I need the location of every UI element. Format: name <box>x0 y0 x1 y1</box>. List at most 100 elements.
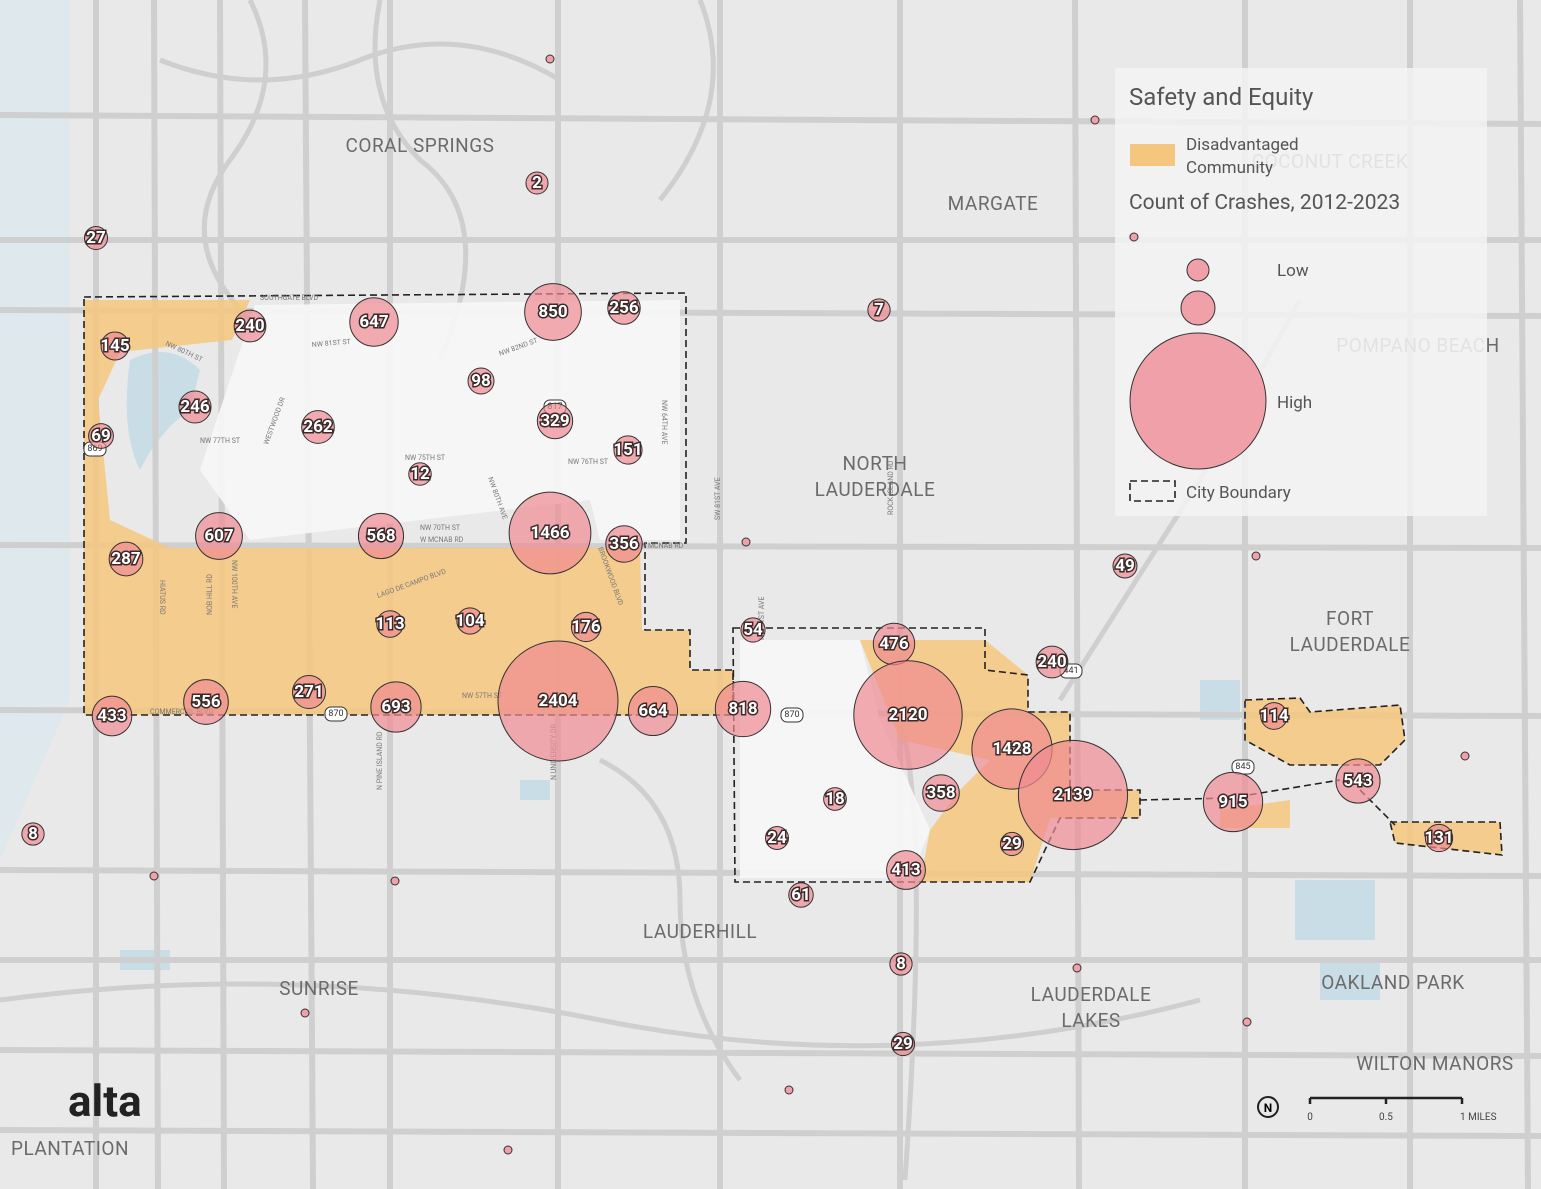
crash-circle <box>1035 645 1069 679</box>
crash-count: 271 <box>294 682 323 702</box>
scale-label: 1 MILES <box>1460 1112 1497 1123</box>
north-label: N <box>1264 1101 1272 1115</box>
road <box>201 0 269 322</box>
street-label: NW 76TH ST <box>568 458 609 466</box>
crash-dot <box>1242 1017 1252 1027</box>
place-label: LAKES <box>1061 1009 1120 1032</box>
legend-boundary <box>1129 480 1176 502</box>
crash-circle <box>233 309 267 343</box>
crash-count: 356 <box>609 534 639 554</box>
crash-dot <box>1072 963 1082 973</box>
crash-circle <box>525 171 549 195</box>
crash-count: 1466 <box>530 523 569 543</box>
crash-circle <box>714 680 772 738</box>
route-number: 845 <box>1235 762 1250 772</box>
street-label: COMMERCIAL BLVD <box>150 708 213 716</box>
crash-circle <box>1017 739 1129 851</box>
street-label: NW 64TH AVE <box>660 400 668 444</box>
place-label: NORTH <box>843 452 908 475</box>
crash-circle <box>497 640 619 762</box>
crash-count: 131 <box>1424 828 1453 848</box>
place-label: FORT <box>1326 607 1374 630</box>
crash-count: 176 <box>571 617 601 637</box>
scale-bar <box>1308 1096 1464 1104</box>
crash-circle <box>370 681 422 733</box>
crash-count: 1428 <box>992 739 1031 759</box>
crash-circle <box>922 774 960 812</box>
legend-circle <box>1129 332 1267 470</box>
legend-label: Low <box>1277 261 1309 281</box>
crash-count: 240 <box>1037 652 1066 672</box>
crash-circle <box>349 297 399 347</box>
crash-circle <box>889 952 913 976</box>
street-label: W MCNAB RD <box>420 536 464 544</box>
route-number: 870 <box>784 710 799 720</box>
crash-circle <box>456 607 484 635</box>
street-label: NW 100TH AVE <box>230 560 238 608</box>
route-number: 869 <box>87 444 102 454</box>
crash-count: 54 <box>743 620 763 640</box>
street-label: SOUTHGATE BLVD <box>260 294 318 302</box>
crash-count: 113 <box>375 614 404 634</box>
crash-count: 12 <box>410 464 430 484</box>
crash-count: 18 <box>825 789 845 809</box>
crash-circle <box>88 423 114 449</box>
crash-circle <box>627 685 679 737</box>
street-label: N PINE ISLAND RD <box>376 731 384 790</box>
crash-count: 476 <box>879 634 909 654</box>
crash-count: 29 <box>1002 834 1022 854</box>
crash-circle <box>613 435 643 465</box>
place-label: CORAL SPRINGS <box>346 134 495 157</box>
labels: CORAL SPRINGSMARGATECOCONUT CREEKNORTHLA… <box>11 134 1513 1160</box>
crash-circle <box>740 617 766 643</box>
crash-dot <box>390 876 400 886</box>
legend-label: City Boundary <box>1186 483 1291 503</box>
street-label: W MCNAB RD <box>640 542 684 550</box>
street-label: NW 75TH ST <box>405 454 446 462</box>
crash-count: 664 <box>638 701 668 721</box>
crash-dot <box>784 1085 794 1095</box>
place-label: SUNRISE <box>279 977 359 1000</box>
road <box>1517 0 1531 1189</box>
water <box>120 352 1380 1000</box>
place-label: LAUDERDALE <box>815 478 936 501</box>
crash-circle <box>788 882 814 908</box>
crash-circle <box>508 491 592 575</box>
road <box>0 542 1541 551</box>
crash-count: 49 <box>1115 556 1135 576</box>
scale-label: 0.5 <box>1379 1112 1393 1123</box>
crash-dot <box>741 537 751 547</box>
crash-count: 358 <box>926 783 955 803</box>
legend-subtitle: Count of Crashes, 2012-2023 <box>1129 191 1400 215</box>
crash-count: 145 <box>100 336 130 356</box>
crash-count: 8 <box>28 824 38 844</box>
legend-circle <box>1129 232 1139 242</box>
legend-label: Disadvantaged <box>1186 135 1299 155</box>
crash-circle <box>886 850 926 890</box>
crash-circle <box>291 674 327 710</box>
crash-count: 850 <box>538 302 567 322</box>
legend-swatch <box>1130 144 1175 166</box>
route-shield <box>780 707 804 723</box>
street-label: NW 77TH ST <box>200 437 241 445</box>
crash-circle <box>108 541 144 577</box>
crash-count: 2404 <box>538 691 577 711</box>
street-label: ROCK ISLAND RD <box>887 460 895 515</box>
place-label: PLANTATION <box>11 1137 129 1160</box>
crash-circle <box>1112 553 1138 579</box>
crash-count: 607 <box>204 526 234 546</box>
crash-circle <box>183 679 229 725</box>
road <box>658 0 716 202</box>
crash-dot <box>300 1008 310 1018</box>
crash-count: 287 <box>111 549 141 569</box>
place-label: LAUDERDALE <box>1031 983 1152 1006</box>
crash-count: 915 <box>1218 792 1248 812</box>
crash-count: 27 <box>86 228 106 248</box>
crash-dot <box>503 1145 513 1155</box>
street-label: NW 61ST AVE <box>758 597 766 640</box>
crash-circle <box>1424 823 1454 853</box>
road <box>1072 0 1082 1189</box>
route-shield <box>324 706 348 722</box>
legend-title: Safety and Equity <box>1129 83 1314 111</box>
route-number: 441 <box>1063 666 1078 676</box>
